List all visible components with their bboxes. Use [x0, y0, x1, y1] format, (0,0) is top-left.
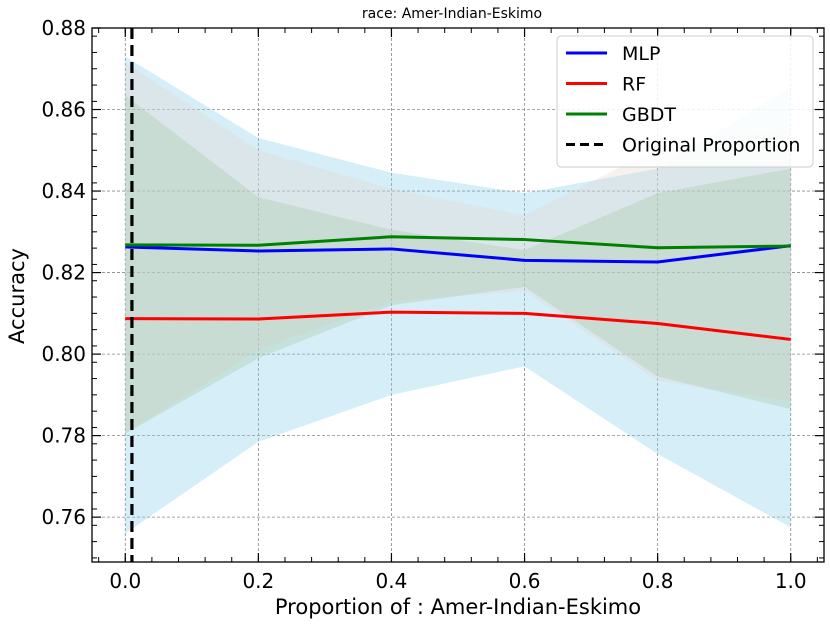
x-tick-label: 0.4	[376, 569, 408, 593]
x-tick-label: 1.0	[775, 569, 807, 593]
x-axis-label: Proportion of : Amer-Indian-Eskimo	[275, 595, 641, 619]
mlp-confidence-band	[125, 56, 791, 534]
x-tick-label: 0.8	[642, 569, 674, 593]
y-tick-labels: 0.76 0.78 0.80 0.82 0.84 0.86 0.88	[41, 16, 86, 529]
plot-frame	[91, 27, 825, 563]
rf-line	[125, 310, 791, 341]
legend-label-gbdt: GBDT	[622, 104, 676, 126]
chart-title: race: Amer-Indian-Eskimo	[362, 6, 542, 22]
x-tick-labels: 0.0 0.2 0.4 0.6 0.8 1.0	[109, 569, 806, 593]
mlp-line	[125, 244, 791, 264]
y-tick-label: 0.86	[41, 98, 86, 122]
rf-confidence-band	[125, 62, 791, 434]
confidence-bands	[125, 56, 791, 534]
legend-label-original-proportion: Original Proportion	[622, 135, 800, 157]
y-tick-label: 0.78	[41, 424, 86, 448]
legend-label-rf: RF	[622, 74, 646, 96]
series-lines	[125, 235, 791, 341]
legend-box	[556, 35, 814, 168]
axis-ticks	[92, 27, 824, 562]
y-tick-label: 0.88	[41, 16, 86, 40]
legend: MLP RF GBDT Original Proportion	[556, 35, 814, 168]
legend-label-mlp: MLP	[622, 43, 660, 65]
gbdt-line	[125, 235, 791, 250]
y-tick-label: 0.84	[41, 179, 86, 203]
gbdt-confidence-band	[125, 95, 791, 434]
x-tick-label: 0.0	[109, 569, 141, 593]
x-tick-label: 0.6	[509, 569, 541, 593]
y-tick-label: 0.80	[41, 342, 86, 366]
y-axis-label: Accuracy	[5, 248, 29, 344]
y-tick-label: 0.76	[41, 505, 86, 529]
y-tick-label: 0.82	[41, 261, 86, 285]
x-tick-label: 0.2	[242, 569, 274, 593]
